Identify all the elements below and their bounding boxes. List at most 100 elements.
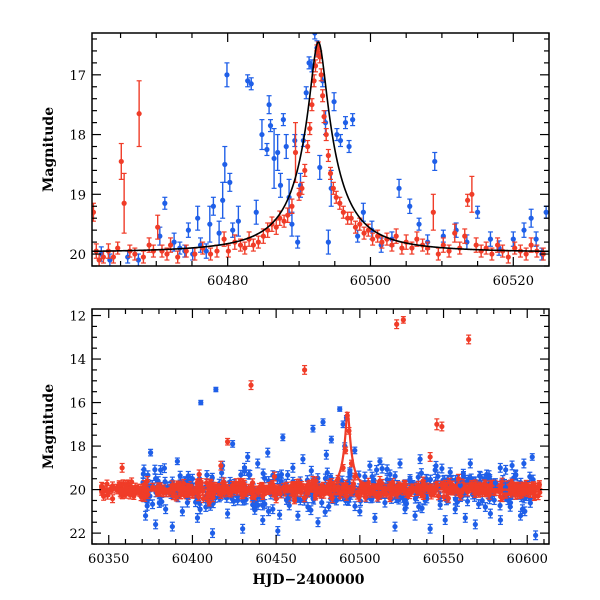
red-data-point [367,490,373,498]
red-baseline-point [362,492,369,502]
red-data-point [446,244,452,258]
blue-data-point [347,467,353,478]
red-data-point [206,498,212,507]
y-tick-label: 14 [69,353,86,368]
red-data-point [348,211,354,225]
blue-data-point [222,145,228,183]
red-data-point [427,452,433,462]
blue-data-point [213,386,219,393]
blue-data-point [248,77,254,91]
y-tick-label: 20 [69,248,86,263]
blue-data-point [230,440,236,448]
blue-data-point [245,74,251,88]
red-data-point [323,127,329,142]
red-data-point [399,241,405,255]
x-tick-label: 60550 [423,552,464,567]
red-baseline-point [435,491,442,501]
axes-frame [91,32,550,267]
blue-baseline-point [322,506,328,517]
blue-data-point [432,465,438,475]
y-tick-label: 16 [69,397,86,412]
red-baseline-point [394,489,400,499]
blue-baseline-point [247,469,253,480]
blue-data-point [543,205,549,219]
red-data-point [327,166,334,180]
blue-data-point [487,508,494,519]
blue-data-point [392,521,398,532]
top-panel: 60480 60500 60520 17 18 19 20 Magnitude [41,32,550,289]
blue-baseline-point [141,464,147,475]
blue-baseline-point [241,466,248,477]
blue-data-point [162,196,168,210]
red-data-point [218,460,224,471]
blue-data-point [290,462,296,473]
blue-data-point [285,493,291,504]
blue-data-point [337,406,343,412]
blue-data-point [472,519,478,530]
blue-data-point [271,127,277,189]
red-data-point [289,198,295,215]
red-data-point [330,181,336,195]
blue-baseline-point [352,501,358,512]
blue-data-point [163,504,169,515]
blue-data-point [360,202,366,222]
blue-data-point [317,154,323,180]
blue-data-point [216,220,222,246]
red-data-point [400,316,406,324]
blue-data-point [437,499,443,510]
red-data-point [291,496,298,505]
blue-data-point [267,119,274,133]
blue-baseline-point [255,500,261,511]
red-data-point [435,247,441,261]
blue-data-point [372,512,378,523]
blue-data-point [521,222,527,238]
blue-data-point [300,454,306,465]
blue-data-point [207,205,213,243]
blue-data-point [417,454,423,465]
blue-data-point [521,458,527,469]
red-baseline-point [338,489,344,499]
plot-area [92,33,549,266]
blue-data-point [255,458,261,469]
model-curve [100,411,541,491]
red-baseline-point [312,490,319,500]
blue-data-point [265,447,271,458]
red-baseline-point [104,479,110,489]
blue-data-point [432,151,438,172]
blue-data-point [235,495,241,506]
red-data-point [255,235,261,249]
red-data-point [307,122,313,136]
blue-baseline-point [519,504,526,515]
blue-data-point [487,231,494,247]
blue-data-point [337,133,344,148]
y-tick-label: 12 [69,310,86,325]
blue-data-point [179,506,185,517]
x-tick-label: 60600 [507,552,548,567]
blue-data-point [266,95,272,115]
red-data-point [207,247,214,261]
red-data-point [109,485,115,494]
blue-data-point [209,528,216,539]
blue-data-point [275,525,281,536]
red-data-point [512,241,518,255]
blue-data-point [442,515,448,526]
blue-data-point [174,457,180,466]
red-data-point [387,494,393,503]
red-data-point [462,228,468,244]
blue-baseline-point [285,470,291,481]
blue-data-point [507,497,514,508]
red-data-point [155,214,161,240]
y-tick-label: 20 [69,484,86,499]
blue-data-point [412,510,418,521]
red-data-point [430,193,436,231]
blue-data-point [245,452,251,462]
blue-data-point [387,469,393,480]
blue-data-point [195,205,201,231]
blue-baseline-point [152,464,158,475]
blue-data-point [377,457,383,466]
red-data-point [440,237,446,253]
blue-data-point [328,435,334,444]
blue-baseline-point [260,468,266,479]
red-data-point [420,492,427,500]
red-data-point [452,223,458,243]
